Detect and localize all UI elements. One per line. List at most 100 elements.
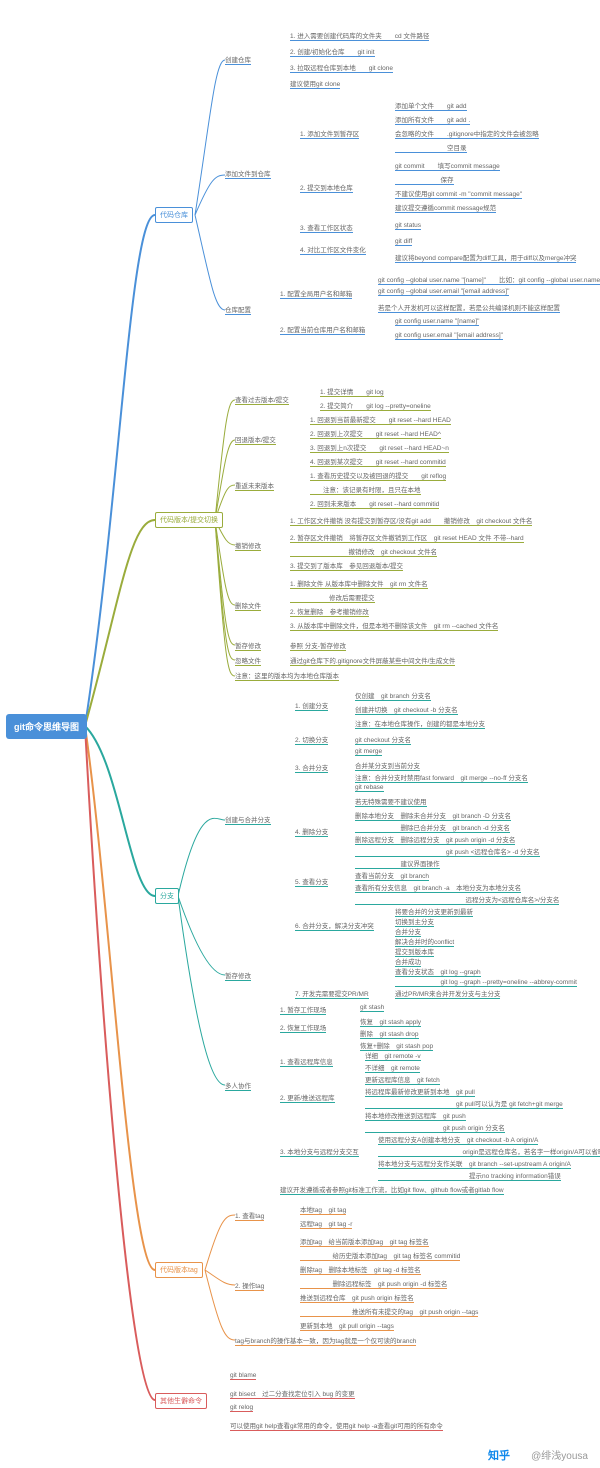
leaf: 1. 提交详情 git log [320, 386, 384, 396]
leaf: 1. 查看历史提交以及被回退的提交 git reflog [310, 470, 446, 480]
leaf: 5. 查看分支 [295, 876, 328, 886]
leaf: 建议提交遵循commit message规范 [395, 202, 496, 212]
leaf: 3. 本地分支与远程分支交互 [280, 1146, 359, 1156]
leaf: 注意：这里的版本均为本地仓库版本 [235, 670, 339, 680]
leaf: 1. 创建分支 [295, 700, 328, 710]
leaf: 1. 删除文件 从版本库中删除文件 git rm 文件名 [290, 578, 428, 588]
leaf: 2. 恢复删除 参考撤销修改 [290, 606, 369, 616]
leaf: 2. 提交简介 git log --pretty=oneline [320, 400, 431, 410]
leaf: 若无特殊需要不建议使用 [355, 796, 427, 806]
leaf: git commit 填写commit message [395, 160, 500, 170]
leaf: 合并某分支到当前分支 [355, 760, 420, 770]
leaf: 建议开发遵循或者参照git标准工作流，比如git flow、github flo… [280, 1184, 504, 1194]
leaf: git rebase [355, 784, 384, 791]
leaf: 2. 创建/初始化仓库 git init [290, 46, 375, 56]
leaf: 使用远程分支A创建本地分支 git checkout -b A origin/A [378, 1134, 538, 1144]
leaf: origin是远程仓库名，若名字一样origin/A可以省略 [378, 1146, 600, 1156]
leaf: 不建议使用git commit -m "commit message" [395, 188, 522, 198]
leaf: 删除已合并分支 git branch -d 分支名 [355, 822, 510, 832]
leaf: 1. 工作区文件撤销 没有提交到暂存区/没有git add 撤销修改 git c… [290, 515, 532, 525]
leaf: 详细 git remote -v [365, 1050, 421, 1060]
leaf: 1. 查看tag [235, 1210, 264, 1220]
leaf: 2. 暂存区文件撤销 将暂存区文件撤销到工作区 git reset HEAD 文… [290, 532, 524, 542]
leaf: 撤销修改 git checkout 文件名 [290, 546, 437, 556]
leaf: 注意：合并分支时禁用fast forward git merge --no-ff… [355, 772, 528, 782]
leaf: 可以使用git help查看git常用的命令，使用git help -a查看gi… [230, 1420, 443, 1430]
leaf: 2. 切换分支 [295, 734, 328, 744]
leaf: 建议使用git clone [290, 78, 340, 88]
leaf: 建议界面操作 [355, 858, 440, 868]
leaf: 3. 从版本库中删除文件，但是本地不删除该文件 git rm --cached … [290, 620, 498, 630]
leaf: 撤销修改 [235, 540, 261, 550]
leaf: 创建并切换 git checkout -b 分支名 [355, 704, 458, 714]
leaf: 本地tag git tag [300, 1204, 346, 1214]
leaf: git config --global user.name "[name]" 比… [378, 274, 600, 284]
leaf: 2. 更新/推送远程库 [280, 1092, 335, 1102]
leaf: 添加tag 给当前版本添加tag git tag 标签名 [300, 1236, 429, 1246]
leaf: 3. 提交到了版本库 参见回退版本/提交 [290, 560, 403, 570]
leaf: 1. 配置全局用户名和邮箱 [280, 288, 352, 298]
leaf: 删除远程标签 git push origin -d 标签名 [300, 1278, 447, 1288]
leaf: git pull可以认为是 git fetch+git merge [365, 1098, 563, 1108]
root-node: git命令思维导图 [6, 714, 87, 739]
leaf: 远程tag git tag -r [300, 1218, 352, 1228]
leaf: git config user.email "[email address]" [395, 332, 503, 339]
node-tag: 代码版本tag [155, 1262, 203, 1278]
leaf: 7. 开发完需要提交PR/MR [295, 988, 369, 998]
leaf: 空目录 [395, 142, 467, 152]
leaf: 2. 操作tag [235, 1280, 264, 1290]
leaf: 仅创建 git branch 分支名 [355, 690, 431, 700]
node-other: 其他生僻命令 [155, 1393, 207, 1409]
zhihu-logo: 知乎 [488, 1447, 510, 1463]
node-create-repo: 创建仓库 [225, 54, 251, 64]
leaf: 1. 回退到当前最新提交 git reset --hard HEAD [310, 414, 451, 424]
leaf: 2. 回到未来版本 git reset --hard commitid [310, 498, 439, 508]
leaf: 查看过去版本/提交 [235, 394, 289, 404]
leaf: 通过git仓库下的.gitignore文件屏蔽某些中间文件/生成文件 [290, 655, 455, 665]
leaf: 回退版本/提交 [235, 434, 276, 444]
leaf: 给历史版本添加tag git tag 标签名 commitid [300, 1250, 460, 1260]
leaf: 1. 进入需要创建代码库的文件夹 cd 文件路径 [290, 30, 429, 40]
leaf: 更新到本地 git pull origin --tags [300, 1320, 394, 1330]
leaf: 删除文件 [235, 600, 261, 610]
leaf: 远程分支为<远程仓库名>/分支名 [355, 894, 559, 904]
node-branch: 分支 [155, 888, 179, 904]
leaf: 多人协作 [225, 1080, 251, 1090]
node-repo-config: 仓库配置 [225, 304, 251, 314]
leaf: git config user.name "[name]" [395, 318, 479, 325]
leaf: 创建与合并分支 [225, 814, 271, 824]
leaf: 会忽略的文件 .gitignore中指定的文件会被忽略 [395, 128, 539, 138]
leaf: 更新远程库信息 git fetch [365, 1074, 440, 1084]
leaf: 1. 添加文件到暂存区 [300, 128, 359, 138]
leaf: 添加单个文件 git add [395, 100, 467, 110]
leaf: 将本地分支与远程分支作关联 git branch --set-upstream … [378, 1158, 571, 1168]
leaf: 若是个人开发机可以这样配置，若是公共编译机则不能这样配置 [378, 302, 560, 312]
leaf: git bisect 过二分查找定位引入 bug 的变更 [230, 1388, 355, 1398]
leaf: 保存 [395, 174, 454, 184]
leaf: 4. 删除分支 [295, 826, 328, 836]
leaf: 切换到主分支 [395, 916, 434, 926]
leaf: 合并成功 [395, 956, 421, 966]
leaf: 删除 git stash drop [360, 1028, 419, 1038]
leaf: 合并分支 [395, 926, 421, 936]
leaf: tag与branch的操作基本一致，因为tag就是一个仅可读的branch [235, 1335, 416, 1345]
node-repo: 代码仓库 [155, 207, 193, 223]
leaf: git diff [395, 238, 412, 245]
leaf: 6. 合并分支，解决分支冲突 [295, 920, 374, 930]
leaf: 3. 拉取远程仓库到本地 git clone [290, 62, 393, 72]
leaf: 解决合并时的conflict [395, 936, 454, 946]
leaf: 删除tag 删除本地标签 git tag -d 标签名 [300, 1264, 421, 1274]
leaf: 将要合并的分支更新到最新 [395, 906, 473, 916]
leaf: 暂存修改 [225, 970, 251, 980]
leaf: 暂存修改 [235, 640, 261, 650]
leaf: 推送所有未提交的tag git push origin --tags [300, 1306, 478, 1316]
leaf: 忽略文件 [235, 655, 261, 665]
leaf: 查看所有分支信息 git branch -a 本地分支为本地分支名 [355, 882, 521, 892]
leaf: git merge [355, 748, 382, 755]
leaf: git log --graph --pretty=oneline --abbre… [395, 976, 577, 986]
leaf: 删除本地分支 删除未合并分支 git branch -D 分支名 [355, 810, 511, 820]
leaf: 修改后需要提交 [290, 592, 375, 602]
leaf: 4. 对比工作区文件变化 [300, 244, 366, 254]
leaf: 查看当前分支 git branch [355, 870, 429, 880]
leaf: 1. 查看远程库信息 [280, 1056, 333, 1066]
